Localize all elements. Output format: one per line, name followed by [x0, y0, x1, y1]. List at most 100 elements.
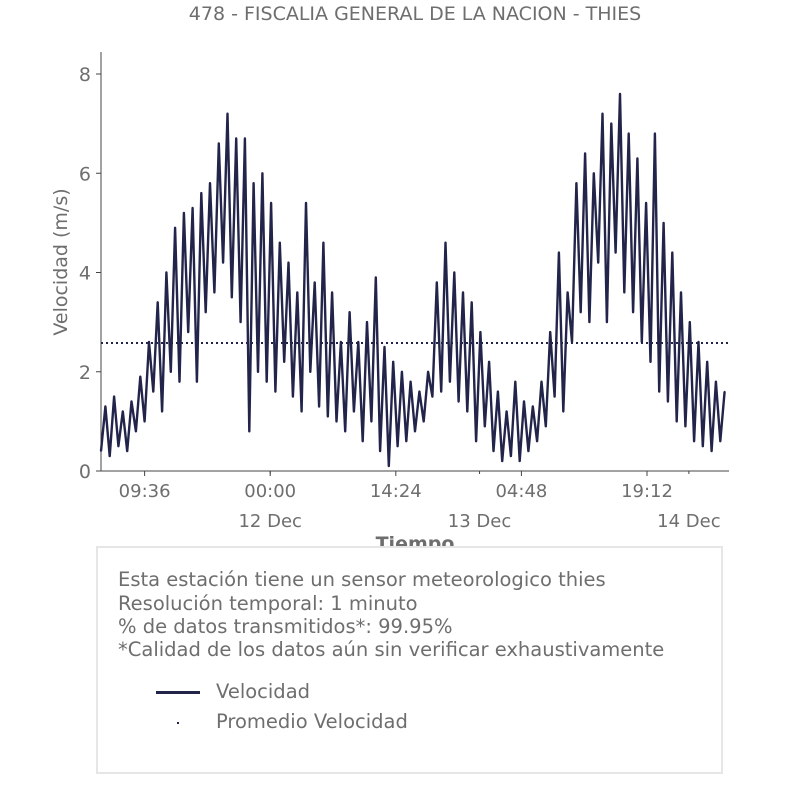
y-tick-label: 8 — [79, 64, 91, 86]
velocidad-point — [601, 112, 604, 115]
velocidad-point — [449, 380, 451, 383]
velocidad-point — [108, 455, 111, 457]
velocidad-point — [379, 450, 381, 452]
velocidad-point — [462, 291, 464, 294]
velocidad-point — [388, 465, 390, 467]
x-tick-label: 14:24 — [370, 481, 422, 502]
velocidad-point — [510, 455, 512, 457]
velocidad-point — [405, 440, 408, 443]
velocidad-point — [436, 281, 438, 284]
velocidad-point — [684, 425, 687, 428]
velocidad-point — [483, 425, 486, 428]
velocidad-point — [165, 271, 168, 274]
velocidad-point — [392, 361, 394, 363]
velocidad-point — [597, 261, 599, 264]
velocidad-point — [152, 390, 155, 393]
velocidad-point — [675, 420, 678, 423]
velocidad-point — [117, 445, 120, 447]
velocidad-point — [706, 361, 708, 363]
legend-line-icon — [156, 691, 200, 694]
velocidad-point — [231, 296, 233, 299]
velocidad-point — [553, 395, 556, 398]
velocidad-point — [305, 202, 307, 204]
velocidad-point — [422, 420, 425, 423]
legend-item-promedio: Promedio Velocidad — [216, 710, 408, 733]
velocidad-point — [213, 291, 216, 294]
velocidad-point — [139, 375, 142, 378]
velocidad-point — [702, 445, 704, 447]
velocidad-point — [645, 202, 647, 204]
velocidad-point — [348, 311, 351, 314]
velocidad-point — [261, 172, 264, 175]
velocidad-point — [326, 415, 329, 418]
velocidad-point — [475, 440, 477, 443]
velocidad-point — [584, 152, 586, 155]
velocidad-point — [614, 251, 617, 254]
velocidad-point — [658, 390, 661, 393]
velocidad-point — [588, 321, 591, 323]
velocidad-point — [130, 400, 133, 403]
velocidad-point — [558, 251, 560, 254]
velocidad-point — [292, 395, 294, 398]
velocidad-point — [122, 410, 124, 413]
velocidad-point — [100, 450, 102, 452]
velocidad-point — [174, 227, 176, 229]
x-tick-label: 19:12 — [621, 481, 673, 502]
velocidad-point — [370, 420, 373, 423]
velocidad-point — [649, 361, 652, 363]
velocidad-point — [671, 251, 674, 254]
velocidad-point — [623, 291, 626, 294]
velocidad-point — [715, 380, 717, 383]
velocidad-point — [313, 281, 316, 284]
velocidad-point — [331, 291, 333, 294]
velocidad-point — [518, 460, 521, 462]
velocidad-point — [143, 420, 146, 423]
velocidad-point — [409, 380, 412, 383]
velocidad-point — [239, 321, 242, 323]
velocidad-point — [209, 182, 211, 184]
velocidad-point — [593, 172, 595, 175]
x-tick-label: 00:00 — [244, 481, 296, 502]
velocidad-point — [688, 321, 691, 323]
velocidad-point — [204, 311, 207, 314]
chart-title: 478 - FISCALIA GENERAL DE LA NACION - TH… — [188, 3, 642, 25]
velocidad-point — [723, 390, 726, 393]
velocidad-point — [296, 291, 299, 294]
velocidad-point — [274, 390, 277, 393]
velocidad-point — [135, 430, 137, 433]
velocidad-point — [457, 400, 460, 403]
velocidad-point — [654, 132, 656, 135]
legend-item-velocidad: Velocidad — [216, 680, 311, 703]
velocidad-point — [309, 370, 312, 373]
velocidad-point — [287, 261, 290, 264]
velocidad-point — [300, 410, 303, 413]
velocidad-point — [244, 137, 246, 140]
velocidad-point — [248, 430, 251, 433]
velocidad-point — [632, 311, 634, 314]
velocidad-point — [270, 202, 272, 204]
velocidad-point — [126, 450, 128, 452]
velocidad-point — [710, 450, 713, 452]
velocidad-point — [636, 157, 639, 160]
velocidad-point — [680, 291, 682, 294]
velocidad-point — [427, 370, 429, 373]
velocidad-point — [353, 410, 355, 413]
velocidad-point — [178, 380, 181, 383]
y-axis-label: Velocidad (m/s) — [50, 188, 72, 335]
velocidad-point — [183, 212, 185, 214]
info-line-transmitted: % de datos transmitidos*: 99.95% — [118, 615, 453, 638]
info-line-quality: *Calidad de los datos aún sin verificar … — [118, 638, 665, 661]
velocidad-point — [361, 440, 364, 443]
velocidad-point — [279, 241, 281, 244]
velocidad-point — [693, 440, 695, 443]
velocidad-point — [527, 450, 530, 452]
velocidad-point — [619, 93, 621, 95]
y-tick-label: 6 — [79, 163, 91, 185]
velocidad-point — [222, 261, 224, 264]
velocidad-point — [226, 112, 229, 115]
velocidad-point — [514, 380, 517, 383]
info-box: Esta estación tiene un sensor meteorolog… — [96, 546, 723, 774]
velocidad-point — [257, 370, 259, 373]
velocidad-point — [444, 241, 447, 244]
info-line-resolution: Resolución temporal: 1 minuto — [118, 592, 418, 615]
